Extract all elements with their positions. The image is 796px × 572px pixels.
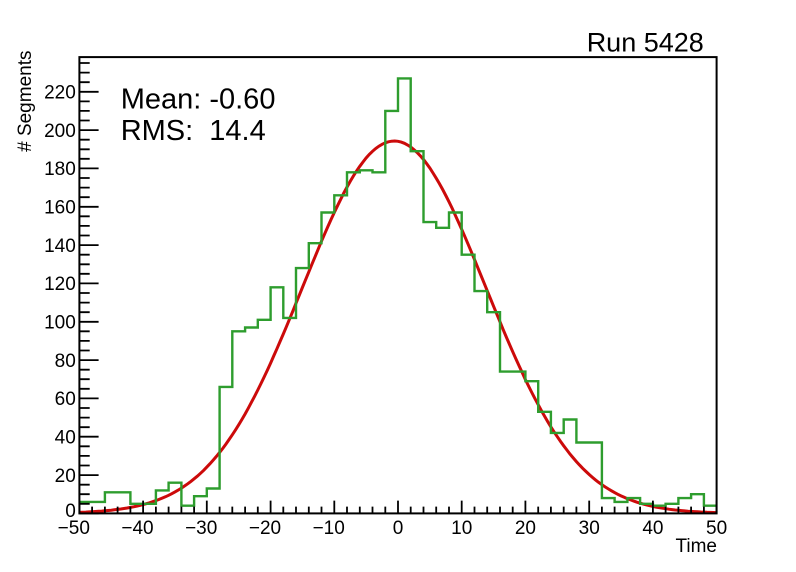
svg-text:20: 20 (515, 518, 536, 539)
svg-text:220: 220 (44, 83, 76, 104)
svg-text:0: 0 (393, 518, 404, 539)
svg-text:30: 30 (579, 518, 600, 539)
svg-text:140: 140 (44, 236, 76, 257)
svg-text:180: 180 (44, 159, 76, 180)
svg-text:50: 50 (706, 518, 727, 539)
svg-text:−30: −30 (185, 518, 217, 539)
svg-text:−40: −40 (121, 518, 153, 539)
svg-text:0: 0 (65, 501, 76, 522)
svg-text:100: 100 (44, 313, 76, 334)
svg-text:Run 5428: Run 5428 (587, 28, 704, 58)
svg-text:200: 200 (44, 121, 76, 142)
svg-text:80: 80 (55, 351, 76, 372)
svg-text:40: 40 (642, 518, 663, 539)
svg-text:40: 40 (55, 428, 76, 449)
svg-text:−10: −10 (313, 518, 345, 539)
svg-text:120: 120 (44, 274, 76, 295)
svg-text:−50: −50 (58, 518, 90, 539)
svg-text:Time: Time (675, 536, 717, 557)
svg-text:60: 60 (55, 389, 76, 410)
svg-text:−20: −20 (249, 518, 281, 539)
svg-text:20: 20 (55, 466, 76, 487)
svg-text:RMS: 14.4: RMS: 14.4 (121, 115, 266, 147)
svg-text:# Segments: # Segments (15, 50, 36, 151)
svg-text:Mean: -0.60: Mean: -0.60 (121, 84, 276, 116)
svg-text:10: 10 (451, 518, 472, 539)
svg-text:160: 160 (44, 198, 76, 219)
